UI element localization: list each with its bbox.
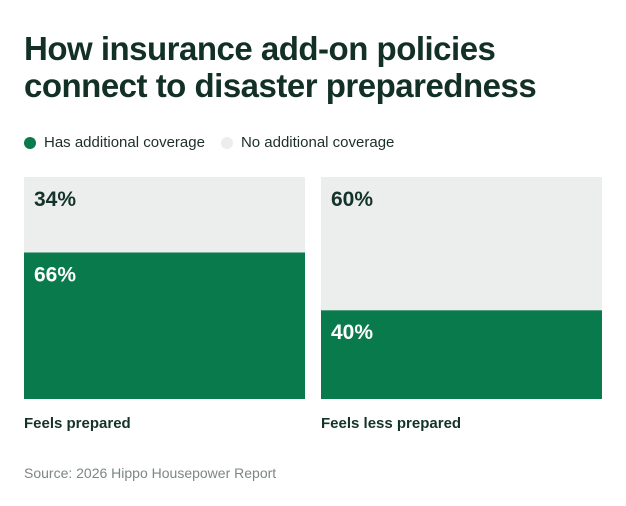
legend-item-no-coverage: No additional coverage [220, 134, 395, 151]
legend-label: No additional coverage [240, 134, 395, 151]
data-label: 60% [331, 188, 373, 211]
legend-swatch-no-coverage [220, 136, 233, 149]
category-label: Feels less prepared [321, 415, 462, 432]
bar-segment [321, 177, 602, 311]
chart-title: How insurance add-on policies connect to… [24, 30, 537, 104]
bar-segment [24, 177, 305, 253]
bar-segment [24, 252, 305, 399]
legend: Has additional coverage No additional co… [24, 134, 394, 151]
category-label: Feels prepared [24, 415, 131, 432]
legend-item-has-coverage: Has additional coverage [24, 134, 205, 151]
legend-swatch-has-coverage [24, 136, 36, 149]
source-note: Source: 2026 Hippo Housepower Report [24, 465, 277, 481]
data-label: 40% [331, 321, 373, 344]
bar-segment [321, 310, 602, 399]
data-label: 34% [34, 188, 76, 211]
legend-label: Has additional coverage [44, 134, 205, 151]
data-label: 66% [34, 263, 76, 286]
